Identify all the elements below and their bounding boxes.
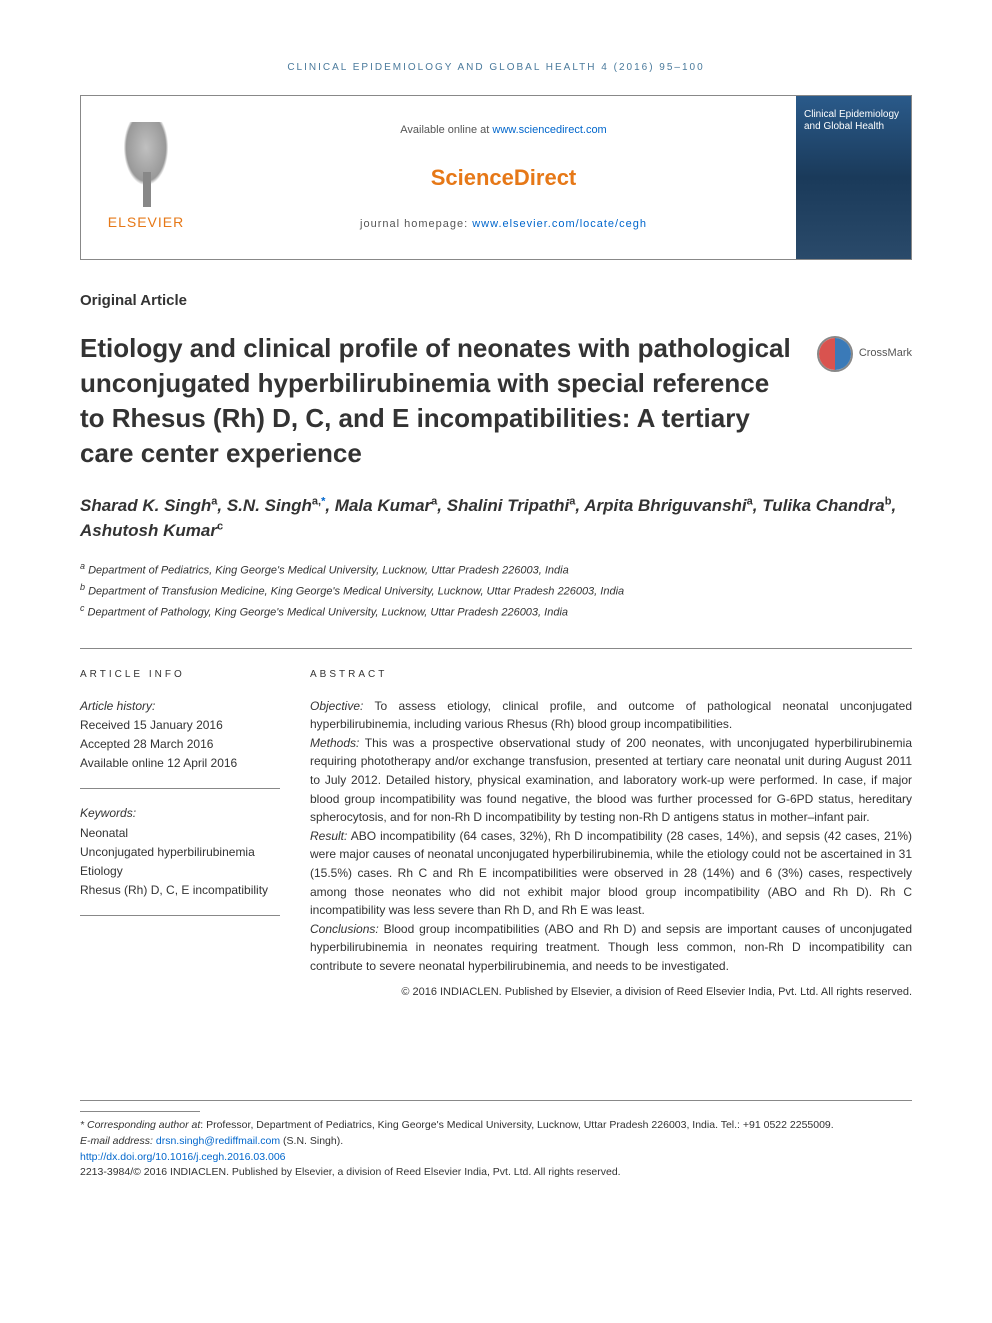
objective-label: Objective: bbox=[310, 699, 363, 713]
keyword: Etiology bbox=[80, 862, 280, 881]
author: Tulika Chandrab bbox=[762, 496, 891, 515]
authors-list: Sharad K. Singha, S.N. Singha,*, Mala Ku… bbox=[80, 493, 912, 544]
page-footer: * Corresponding author at: Professor, De… bbox=[80, 1100, 912, 1181]
sciencedirect-url[interactable]: www.sciencedirect.com bbox=[492, 124, 606, 136]
elsevier-logo[interactable]: ELSEVIER bbox=[81, 96, 211, 259]
crossmark-button[interactable]: CrossMark bbox=[817, 331, 912, 372]
author: Shalini Tripathia bbox=[447, 496, 576, 515]
author: S.N. Singha,* bbox=[227, 496, 325, 515]
header-banner: ELSEVIER Available online at www.science… bbox=[80, 95, 912, 260]
keyword: Rhesus (Rh) D, C, E incompatibility bbox=[80, 881, 280, 900]
abstract-column: ABSTRACT Objective: To assess etiology, … bbox=[310, 667, 912, 1000]
result-label: Result: bbox=[310, 829, 347, 843]
elsevier-tree-icon bbox=[111, 122, 181, 207]
doi-link[interactable]: http://dx.doi.org/10.1016/j.cegh.2016.03… bbox=[80, 1151, 286, 1163]
article-info-sidebar: ARTICLE INFO Article history: Received 1… bbox=[80, 667, 280, 1000]
abstract-header: ABSTRACT bbox=[310, 667, 912, 682]
elsevier-text: ELSEVIER bbox=[108, 212, 184, 233]
affiliations-list: a Department of Pediatrics, King George'… bbox=[80, 559, 912, 623]
received-date: Received 15 January 2016 bbox=[80, 716, 280, 735]
journal-homepage: journal homepage: www.elsevier.com/locat… bbox=[360, 216, 647, 233]
accepted-date: Accepted 28 March 2016 bbox=[80, 735, 280, 754]
affiliation: a Department of Pediatrics, King George'… bbox=[80, 559, 912, 580]
article-history: Article history: Received 15 January 201… bbox=[80, 697, 280, 790]
methods-label: Methods: bbox=[310, 736, 359, 750]
author: Ashutosh Kumarc bbox=[80, 521, 223, 540]
abstract-text: Objective: To assess etiology, clinical … bbox=[310, 697, 912, 976]
author-email[interactable]: drsn.singh@rediffmail.com bbox=[156, 1135, 280, 1147]
keyword: Neonatal bbox=[80, 824, 280, 843]
sciencedirect-logo[interactable]: ScienceDirect bbox=[431, 161, 577, 194]
issn-line: 2213-3984/© 2016 INDIACLEN. Published by… bbox=[80, 1165, 912, 1181]
crossmark-icon bbox=[817, 336, 853, 372]
available-online: Available online at www.sciencedirect.co… bbox=[400, 122, 606, 139]
online-date: Available online 12 April 2016 bbox=[80, 754, 280, 773]
conclusions-text: Blood group incompatibilities (ABO and R… bbox=[310, 922, 912, 973]
crossmark-label: CrossMark bbox=[859, 345, 912, 362]
result-text: ABO incompatibility (64 cases, 32%), Rh … bbox=[310, 829, 912, 917]
article-info-header: ARTICLE INFO bbox=[80, 667, 280, 682]
keywords-label: Keywords: bbox=[80, 804, 280, 823]
history-label: Article history: bbox=[80, 697, 280, 716]
objective-text: To assess etiology, clinical profile, an… bbox=[310, 699, 912, 732]
author: Arpita Bhriguvanshia bbox=[584, 496, 753, 515]
author: Sharad K. Singha bbox=[80, 496, 217, 515]
keywords-block: Keywords: NeonatalUnconjugated hyperbili… bbox=[80, 804, 280, 916]
corresponding-author-note: * Corresponding author at: Professor, De… bbox=[80, 1118, 912, 1134]
author: Mala Kumara bbox=[335, 496, 438, 515]
email-note: E-mail address: drsn.singh@rediffmail.co… bbox=[80, 1134, 912, 1150]
header-center: Available online at www.sciencedirect.co… bbox=[211, 96, 796, 259]
homepage-url[interactable]: www.elsevier.com/locate/cegh bbox=[472, 218, 647, 230]
conclusions-label: Conclusions: bbox=[310, 922, 379, 936]
affiliation: c Department of Pathology, King George's… bbox=[80, 601, 912, 622]
journal-cover-thumbnail[interactable]: Clinical Epidemiology and Global Health bbox=[796, 96, 911, 259]
methods-text: This was a prospective observational stu… bbox=[310, 736, 912, 824]
journal-reference: CLINICAL EPIDEMIOLOGY AND GLOBAL HEALTH … bbox=[80, 60, 912, 75]
article-title: Etiology and clinical profile of neonate… bbox=[80, 331, 797, 471]
keyword: Unconjugated hyperbilirubinemia bbox=[80, 843, 280, 862]
affiliation: b Department of Transfusion Medicine, Ki… bbox=[80, 580, 912, 601]
article-type: Original Article bbox=[80, 290, 912, 313]
corr-marker[interactable]: * bbox=[321, 495, 325, 507]
abstract-copyright: © 2016 INDIACLEN. Published by Elsevier,… bbox=[310, 984, 912, 1001]
